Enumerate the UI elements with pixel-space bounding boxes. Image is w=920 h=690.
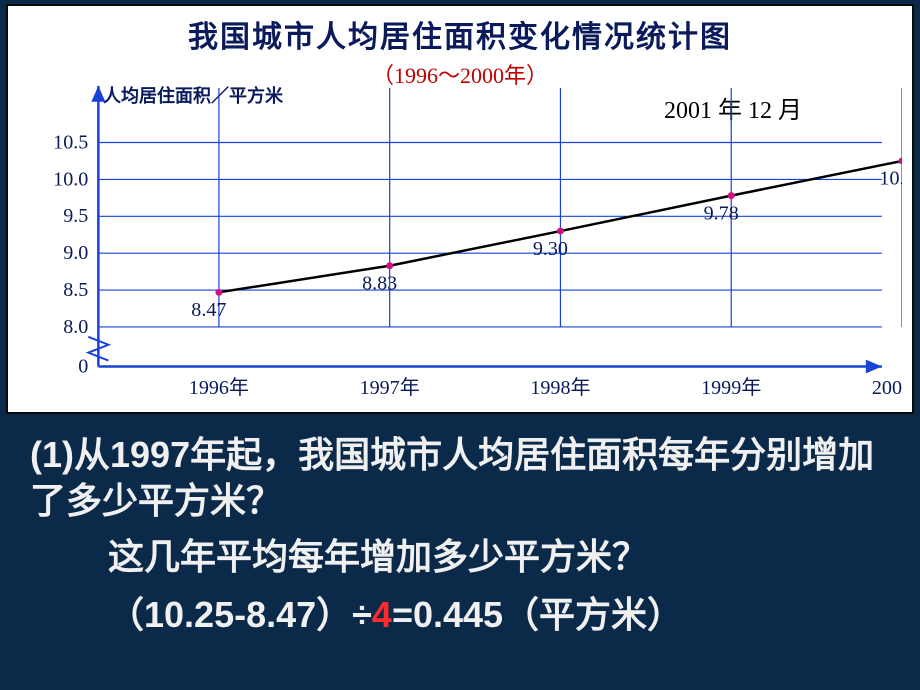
svg-text:9.0: 9.0: [63, 242, 88, 264]
svg-text:2000年: 2000年: [872, 376, 902, 399]
svg-text:0: 0: [78, 356, 88, 378]
answer-suffix: =0.445（平方米）: [392, 594, 683, 635]
plot-area: 8.0 8.5 9.0 9.5 10.0 10.5 0 1996年 1997年 1998年 1999…: [18, 76, 902, 406]
line-chart-svg: 8.0 8.5 9.0 9.5 10.0 10.5 0 1996年 1997年 1998年 1999…: [18, 76, 902, 406]
svg-text:10.5: 10.5: [53, 132, 88, 154]
svg-text:1997年: 1997年: [360, 376, 420, 399]
svg-text:10.0: 10.0: [53, 168, 88, 190]
svg-text:10.25: 10.25: [879, 168, 902, 190]
svg-text:9.5: 9.5: [63, 205, 88, 227]
svg-text:9.30: 9.30: [533, 238, 568, 260]
svg-text:9.78: 9.78: [704, 202, 739, 224]
chart-title: 我国城市人均居住面积变化情况统计图: [8, 6, 912, 56]
question-line-1: (1)从1997年起，我国城市人均居住面积每年分别增加了多少平方米？: [30, 432, 890, 524]
svg-text:8.0: 8.0: [63, 316, 88, 338]
svg-text:1996年: 1996年: [189, 376, 249, 399]
svg-text:8.47: 8.47: [191, 299, 226, 321]
svg-text:8.83: 8.83: [362, 273, 397, 295]
question-block: (1)从1997年起，我国城市人均居住面积每年分别增加了多少平方米？ 这几年平均…: [0, 414, 920, 638]
answer-red: 4: [372, 594, 392, 635]
svg-text:1998年: 1998年: [530, 376, 590, 399]
answer-line: （10.25-8.47）÷4=0.445（平方米）: [30, 592, 890, 638]
svg-text:1999年: 1999年: [701, 376, 761, 399]
answer-prefix: （10.25-8.47）÷: [108, 594, 372, 635]
svg-text:8.5: 8.5: [63, 279, 88, 301]
question-line-2: 这几年平均每年增加多少平方米？: [30, 534, 890, 580]
chart-panel: 我国城市人均居住面积变化情况统计图 （1996～2000年） 人均居住面积／平方…: [6, 4, 914, 414]
